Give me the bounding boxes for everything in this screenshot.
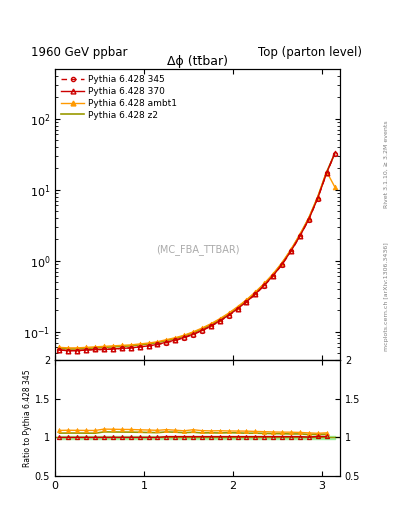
Y-axis label: Ratio to Pythia 6.428 345: Ratio to Pythia 6.428 345 (23, 369, 32, 467)
Text: (MC_FBA_TTBAR): (MC_FBA_TTBAR) (156, 244, 239, 255)
Text: Rivet 3.1.10, ≥ 3.2M events: Rivet 3.1.10, ≥ 3.2M events (384, 120, 389, 208)
Title: Δϕ (tt̄bar): Δϕ (tt̄bar) (167, 55, 228, 68)
Text: 1960 GeV ppbar: 1960 GeV ppbar (31, 46, 128, 59)
Text: Top (parton level): Top (parton level) (257, 46, 362, 59)
Legend: Pythia 6.428 345, Pythia 6.428 370, Pythia 6.428 ambt1, Pythia 6.428 z2: Pythia 6.428 345, Pythia 6.428 370, Pyth… (58, 72, 181, 123)
Text: mcplots.cern.ch [arXiv:1306.3436]: mcplots.cern.ch [arXiv:1306.3436] (384, 243, 389, 351)
